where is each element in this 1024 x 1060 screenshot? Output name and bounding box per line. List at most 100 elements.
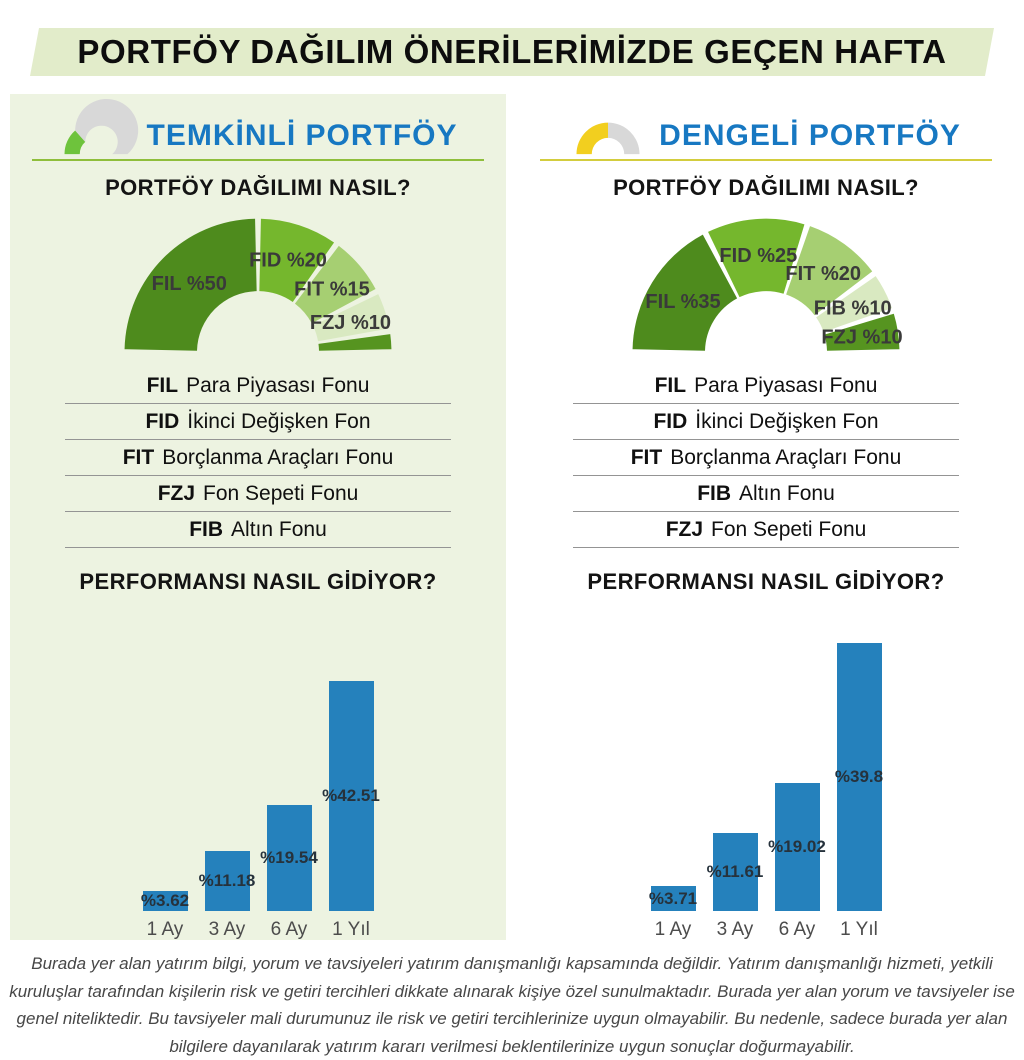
performance-bar: %3.71 xyxy=(648,886,698,911)
bar-column: %19.02 xyxy=(768,783,826,911)
bar-category-label: 1 Ay xyxy=(146,919,184,940)
bar-value-label: %42.51 xyxy=(322,786,380,805)
performance-bar: %3.62 xyxy=(141,891,189,911)
fund-legend-row: FIT Borçlanma Araçları Fonu xyxy=(572,440,960,476)
fund-legend-row: FIL Para Piyasası Fonu xyxy=(64,368,452,404)
donut-slice-label: FID %25 xyxy=(719,245,797,267)
performance-bar: %11.61 xyxy=(707,833,763,911)
performance-bar-chart: %3.62 %11.18 %19.54 %42.51 xyxy=(10,601,506,911)
bar-column: %11.18 xyxy=(199,851,255,911)
fund-code: FZJ xyxy=(665,518,704,541)
performance-bar: %19.02 xyxy=(768,783,826,911)
bar-category-label: 3 Ay xyxy=(208,919,246,940)
bar-value-label: %3.71 xyxy=(648,888,698,908)
fund-legend-row: FIB Altın Fonu xyxy=(64,512,452,548)
fund-legend-row: FIT Borçlanma Araçları Fonu xyxy=(64,440,452,476)
donut-slice xyxy=(708,218,805,298)
fund-name: Fon Sepeti Fonu xyxy=(711,518,867,541)
fund-legend: FIL Para Piyasası Fonu FID İkinci Değişken … xyxy=(518,368,1014,548)
donut-slice-label: FID %20 xyxy=(249,249,327,271)
fund-name: Fon Sepeti Fonu xyxy=(203,482,359,505)
distribution-heading: PORTFÖY DAĞILIMI NASIL? xyxy=(613,175,919,200)
fund-legend-row: FZJ Fon Sepeti Fonu xyxy=(64,476,452,512)
bar-value-label: %19.02 xyxy=(768,837,826,856)
gauge-accent-arc xyxy=(64,130,85,155)
bar-column: %42.51 xyxy=(322,681,380,911)
donut-slice-label: FIL %50 xyxy=(152,273,227,295)
bar-category-labels: 1 Ay 3 Ay 6 Ay 1 Yıl xyxy=(10,919,506,941)
gauge-icon xyxy=(64,98,138,155)
fund-code: FIT xyxy=(630,446,663,469)
distribution-heading: PORTFÖY DAĞILIMI NASIL? xyxy=(105,175,411,200)
bar-category-labels: 1 Ay 3 Ay 6 Ay 1 Yıl xyxy=(518,919,1014,941)
bar-column: %3.71 xyxy=(648,886,698,911)
donut-slice xyxy=(632,234,738,351)
donut-slice xyxy=(318,334,392,351)
donut-slice xyxy=(786,226,873,316)
bar-value-label: %39.8 xyxy=(834,767,884,786)
fund-legend-row: FID İkinci Değişken Fon xyxy=(572,404,960,440)
fund-code: FZJ xyxy=(157,482,196,505)
bar-category-label: 6 Ay xyxy=(778,919,816,940)
performance-heading: PERFORMANSI NASIL GİDİYOR? xyxy=(587,569,945,594)
bar-category-label: 1 Ay xyxy=(654,919,692,940)
bar-category-label: 3 Ay xyxy=(716,919,754,940)
gauge-track-arc xyxy=(74,98,138,155)
allocation-donut-chart: FIL %50 FID %20 FIT %15 FZJ %10 xyxy=(124,218,392,351)
bar-column: %19.54 xyxy=(260,805,318,911)
fund-code: FIB xyxy=(697,482,732,505)
bar-value-label: %19.54 xyxy=(260,848,318,867)
fund-legend-row: FID İkinci Değişken Fon xyxy=(64,404,452,440)
bar-category-label: 1 Yıl xyxy=(332,919,370,940)
donut-slice xyxy=(824,313,900,351)
header-underline xyxy=(540,159,992,161)
gauge-icon xyxy=(576,122,640,155)
fund-name: Borçlanma Araçları Fonu xyxy=(162,446,394,469)
fund-name: İkinci Değişken Fon xyxy=(695,410,879,433)
portfolio-title: DENGELİ PORTFÖY xyxy=(659,119,961,152)
fund-name: Borçlanma Araçları Fonu xyxy=(670,446,902,469)
fund-legend-row: FIB Altın Fonu xyxy=(572,476,960,512)
bar-column: %3.62 xyxy=(141,891,189,911)
donut-slice xyxy=(294,245,376,324)
performance-bar: %39.8 xyxy=(834,643,884,911)
fund-name: Para Piyasası Fonu xyxy=(694,374,878,397)
bar-value-label: %11.18 xyxy=(198,871,256,890)
donut-slice-label: FIT %15 xyxy=(294,279,370,301)
bar-category-label: 1 Yıl xyxy=(840,919,878,940)
fund-legend-row: FZJ Fon Sepeti Fonu xyxy=(572,512,960,548)
page-title: PORTFÖY DAĞILIM ÖNERİLERİMİZDE GEÇEN HAF… xyxy=(77,33,947,70)
donut-slice-label: FIB %10 xyxy=(814,298,892,320)
portfolio-panel-dengeli: DENGELİ PORTFÖY PORTFÖY DAĞILIMI NASIL? … xyxy=(518,94,1014,940)
bar-category-label: 6 Ay xyxy=(270,919,308,940)
infographic-root: { "banner": { "title": "PORTFÖY DAĞILIM … xyxy=(9,28,1015,1056)
fund-name: Para Piyasası Fonu xyxy=(186,374,370,397)
portfolio-panel-temkinli: TEMKİNLİ PORTFÖY PORTFÖY DAĞILIMI NASIL?… xyxy=(10,94,506,940)
performance-bar: %42.51 xyxy=(322,681,380,911)
fund-name: Altın Fonu xyxy=(739,482,835,505)
fund-code: FIT xyxy=(122,446,155,469)
gauge-accent-arc xyxy=(576,122,609,155)
gauge-track-arc xyxy=(608,122,640,155)
donut-slice-label: FZJ %10 xyxy=(821,327,902,349)
bar-column: %11.61 xyxy=(707,833,763,911)
donut-slice xyxy=(816,276,892,333)
performance-heading: PERFORMANSI NASIL GİDİYOR? xyxy=(79,569,437,594)
portfolio-title: TEMKİNLİ PORTFÖY xyxy=(146,119,458,152)
header-underline xyxy=(32,159,484,161)
fund-legend: FIL Para Piyasası Fonu FID İkinci Değişken … xyxy=(10,368,506,548)
performance-bar: %19.54 xyxy=(260,805,318,911)
bar-value-label: %11.61 xyxy=(706,862,764,881)
disclaimer-text: Burada yer alan yatırım bilgi, yorum ve … xyxy=(9,954,1015,1056)
donut-slice xyxy=(312,294,390,342)
performance-bar-chart: %3.71 %11.61 %19.02 %39.8 xyxy=(518,601,1014,911)
donut-slice-label: FZJ %10 xyxy=(310,312,391,334)
fund-name: Altın Fonu xyxy=(231,518,327,541)
portfolio-header: TEMKİNLİ PORTFÖY xyxy=(10,94,506,156)
fund-code: FIL xyxy=(654,374,687,397)
fund-name: İkinci Değişken Fon xyxy=(187,410,371,433)
portfolio-header: DENGELİ PORTFÖY xyxy=(518,94,1014,156)
fund-code: FIL xyxy=(146,374,179,397)
fund-legend-row: FIL Para Piyasası Fonu xyxy=(572,368,960,404)
